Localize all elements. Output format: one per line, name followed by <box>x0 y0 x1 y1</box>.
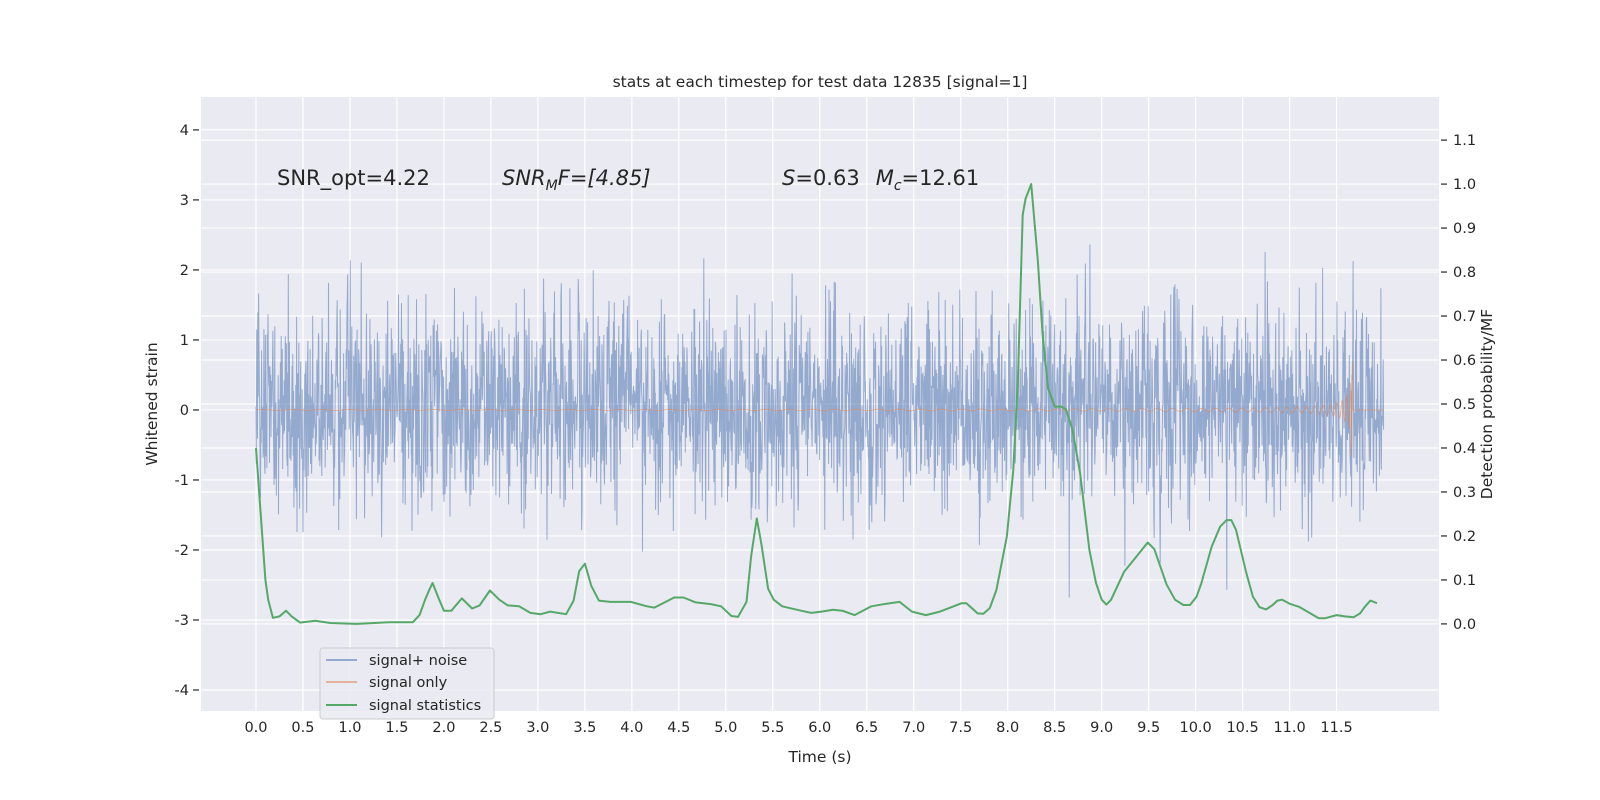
y-tick-label-left: 4 <box>180 123 189 139</box>
legend-label-signal-statistics: signal statistics <box>369 698 481 714</box>
y-tick-label-left: -1 <box>175 473 189 489</box>
y-tick-label-left: 2 <box>180 263 189 279</box>
series-signal-statistics-line <box>255 183 1378 625</box>
x-tick-label: 6.0 <box>808 720 831 736</box>
y-tick-label-right: 1.0 <box>1453 177 1476 193</box>
y-tick-label-left: 3 <box>180 193 189 209</box>
y-tick-label-right: 0.2 <box>1453 529 1476 545</box>
snr-mf-sub: M <box>546 178 558 194</box>
y-axis-label-right: Detection probability/MF <box>1478 309 1496 500</box>
x-tick-label: 2.0 <box>432 720 455 736</box>
y-tick-label-right: 0.8 <box>1453 265 1476 281</box>
y-axis-ticks-left: -4 -3 -2 -1 0 1 2 3 4 <box>175 123 199 699</box>
x-tick-label: 4.0 <box>620 720 643 736</box>
mc-sub: c <box>894 178 902 194</box>
x-axis-label: Time (s) <box>787 748 851 766</box>
x-tick-label: 0.5 <box>291 720 314 736</box>
y-tick-label-right: 0.6 <box>1453 353 1476 369</box>
x-tick-label: 7.0 <box>902 720 925 736</box>
snr-mf-main: SNR <box>502 166 546 190</box>
x-tick-label: 11.5 <box>1320 720 1352 736</box>
y-tick-label-left: 0 <box>180 403 189 419</box>
x-tick-label: 11.0 <box>1273 720 1305 736</box>
y-tick-label-left: 1 <box>180 333 189 349</box>
y-tick-label-right: 0.7 <box>1453 309 1476 325</box>
y-axis-label-left: Whitened strain <box>143 342 161 465</box>
legend-label-signal-noise: signal+ noise <box>369 653 467 669</box>
x-tick-label: 5.5 <box>761 720 784 736</box>
x-tick-label: 4.5 <box>667 720 690 736</box>
y-tick-label-left: -4 <box>175 683 189 699</box>
s-var: S <box>782 166 795 190</box>
series-signal-noise-line <box>255 244 1385 598</box>
legend-label-signal-only: signal only <box>369 675 448 691</box>
x-tick-label: 1.5 <box>385 720 408 736</box>
x-tick-label: 6.5 <box>855 720 878 736</box>
x-tick-label: 5.0 <box>714 720 737 736</box>
y-axis-ticks-right: 0.0 0.1 0.2 0.3 0.4 0.5 0.6 0.7 0.8 0.9 1.0 1.1 <box>1441 133 1476 633</box>
s-value: =0.63 <box>795 166 859 190</box>
y-tick-label-right: 0.1 <box>1453 573 1476 589</box>
legend-box <box>319 647 495 720</box>
x-tick-label: 8.5 <box>1043 720 1066 736</box>
annotation-snr-mf: SNRMF=[4.85] <box>502 166 651 194</box>
x-tick-label: 10.0 <box>1179 720 1211 736</box>
y-tick-label-right: 0.5 <box>1453 397 1476 413</box>
x-tick-label: 9.0 <box>1090 720 1113 736</box>
x-tick-label: 10.5 <box>1226 720 1258 736</box>
mc-var: M <box>876 166 894 190</box>
legend: signal+ noise signal only signal statist… <box>319 647 495 720</box>
x-tick-label: 0.0 <box>244 720 267 736</box>
mc-value: =12.61 <box>902 166 980 190</box>
annotation-snr-opt: SNR_opt=4.22 <box>277 166 430 191</box>
y-tick-label-right: 0.0 <box>1453 617 1476 633</box>
y-tick-label-right: 1.1 <box>1453 133 1476 149</box>
x-tick-label: 3.0 <box>526 720 549 736</box>
x-axis-ticks: 0.0 0.5 1.0 1.5 2.0 2.5 3.0 3.5 4.0 4.5 5.0 5.5 6.0 6… <box>244 720 1352 736</box>
x-tick-label: 1.0 <box>338 720 361 736</box>
snr-mf-f: F=[4.85] <box>558 166 651 190</box>
y-tick-label-right: 0.3 <box>1453 485 1476 501</box>
y-tick-label-left: -3 <box>175 613 189 629</box>
chart-title: stats at each timestep for test data 128… <box>613 73 1028 91</box>
x-tick-label: 3.5 <box>573 720 596 736</box>
x-tick-label: 2.5 <box>479 720 502 736</box>
x-tick-label: 7.5 <box>949 720 972 736</box>
series-signal-only-line <box>255 361 1384 458</box>
y-tick-label-right: 0.9 <box>1453 221 1476 237</box>
y-tick-label-left: -2 <box>175 543 189 559</box>
annotation-s-mc: S=0.63 Mc=12.61 <box>782 166 979 194</box>
y-tick-label-right: 0.4 <box>1453 441 1476 457</box>
series-layer <box>255 183 1385 625</box>
x-tick-label: 8.0 <box>996 720 1019 736</box>
x-tick-label: 9.5 <box>1137 720 1160 736</box>
